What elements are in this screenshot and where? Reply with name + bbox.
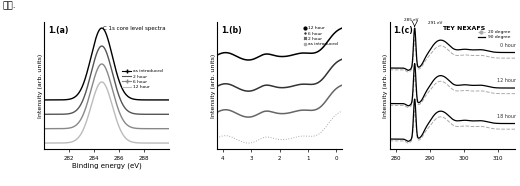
Legend: as introduced, 2 hour, 6 hour, 12 hour: as introduced, 2 hour, 6 hour, 12 hour (121, 68, 165, 91)
Text: 1.(c): 1.(c) (394, 26, 413, 35)
Text: 12 hour: 12 hour (497, 78, 516, 83)
Text: C 1s core level spectra: C 1s core level spectra (103, 26, 165, 31)
Y-axis label: Intensity (arb. units): Intensity (arb. units) (38, 53, 43, 118)
Text: 18 hour: 18 hour (497, 114, 516, 119)
Text: 0 hour: 0 hour (500, 43, 516, 48)
Text: 1.(b): 1.(b) (220, 26, 241, 35)
Text: TEY NEXAFS: TEY NEXAFS (442, 26, 486, 31)
Y-axis label: Intensity (arb. units): Intensity (arb. units) (211, 53, 215, 118)
Text: 1.(a): 1.(a) (48, 26, 68, 35)
Text: 285 eV: 285 eV (405, 18, 419, 22)
Legend: 12 hour, 6 hour, 2 hour, as introduced: 12 hour, 6 hour, 2 hour, as introduced (301, 25, 340, 48)
Legend: 20 degree, 90 degree: 20 degree, 90 degree (476, 28, 513, 41)
Y-axis label: Intensity (arb. units): Intensity (arb. units) (383, 53, 388, 118)
X-axis label: Binding energy (eV): Binding energy (eV) (72, 163, 141, 169)
Text: 한다.: 한다. (3, 1, 16, 10)
Text: 291 eV: 291 eV (428, 21, 443, 25)
